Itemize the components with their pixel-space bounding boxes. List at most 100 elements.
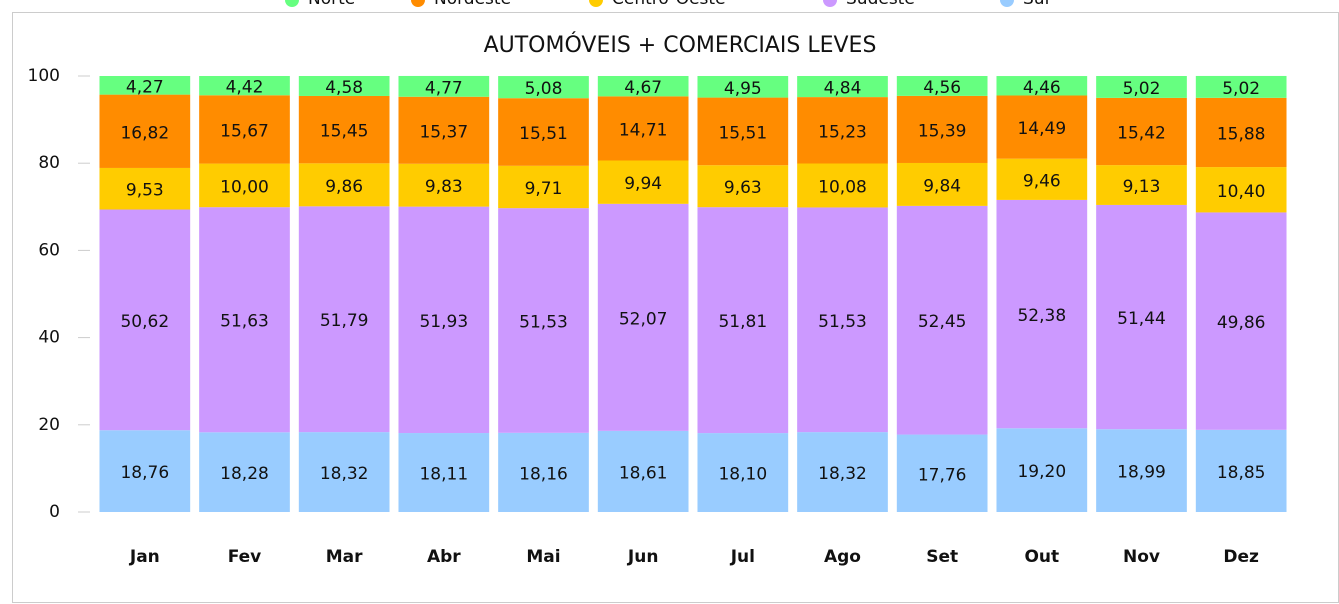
data-label: 51,93 [419, 312, 468, 332]
data-label: 9,83 [425, 177, 463, 197]
data-label: 14,71 [619, 120, 668, 140]
data-label: 18,61 [619, 463, 668, 483]
data-label: 10,00 [220, 177, 269, 197]
bar-segment [996, 158, 1088, 200]
x-tick-label: Out [1024, 547, 1059, 567]
bar-segment [896, 76, 988, 96]
x-tick-label: Fev [228, 547, 262, 567]
data-label: 9,53 [126, 181, 164, 201]
bar-segment [597, 203, 689, 431]
data-label: 51,53 [519, 312, 568, 332]
legend-label: Sul [1023, 0, 1049, 9]
bar-segment [199, 432, 290, 512]
bar-segment [797, 163, 888, 208]
bar-segment [996, 199, 1088, 429]
x-tick-label: Dez [1223, 547, 1259, 567]
data-label: 5,02 [1123, 79, 1161, 99]
data-label: 9,71 [525, 179, 563, 199]
bar-segment [199, 207, 290, 433]
bar-segment [498, 98, 589, 166]
data-label: 51,53 [818, 312, 867, 332]
data-label: 4,46 [1023, 78, 1061, 98]
x-tick-label: Set [926, 547, 958, 567]
data-label: 15,88 [1217, 124, 1266, 144]
data-label: 15,42 [1117, 124, 1166, 144]
legend-marker [411, 0, 425, 7]
data-label: 15,45 [320, 122, 369, 142]
bar-segment [298, 76, 390, 96]
bar-segment [797, 432, 888, 512]
legend-label: Nordeste [434, 0, 511, 9]
bar-segment [1195, 429, 1287, 512]
data-label: 18,76 [120, 463, 169, 483]
x-tick-label: Jul [730, 547, 755, 567]
y-tick-label: 80 [38, 153, 60, 173]
bar-segment [398, 75, 490, 97]
bar-segment [697, 97, 789, 166]
data-label: 4,58 [325, 78, 363, 98]
data-label: 18,99 [1117, 463, 1166, 483]
x-tick-label: Ago [824, 547, 861, 567]
bar-segment [697, 76, 789, 98]
bar-segment [99, 430, 191, 512]
data-label: 10,40 [1217, 182, 1266, 202]
bar-segment [896, 434, 988, 512]
bar-segment [896, 162, 988, 206]
bar-segment [1096, 429, 1187, 512]
data-label: 15,23 [818, 122, 867, 142]
bar-segment [896, 95, 988, 163]
data-label: 18,32 [818, 464, 867, 484]
data-label: 15,51 [718, 123, 767, 143]
data-label: 9,13 [1123, 177, 1161, 197]
bar-segment [1096, 165, 1187, 205]
bar-segment [597, 160, 689, 204]
bar-segment [597, 76, 689, 97]
data-label: 15,67 [220, 121, 269, 141]
data-label: 9,84 [923, 176, 961, 196]
bar-segment [398, 96, 490, 164]
x-tick-label: Nov [1123, 547, 1160, 567]
x-tick-label: Mai [526, 547, 560, 567]
bar-segment [99, 94, 191, 168]
legend-marker [285, 0, 299, 7]
bar-segment [1195, 75, 1287, 98]
data-label: 15,39 [918, 121, 967, 141]
data-label: 52,07 [619, 309, 668, 329]
data-label: 16,82 [120, 123, 169, 143]
data-label: 52,38 [1017, 306, 1066, 326]
data-label: 51,63 [220, 312, 269, 332]
bar-segment [996, 76, 1088, 96]
bar-segment [398, 163, 490, 207]
data-label: 9,63 [724, 178, 762, 198]
bar-segment [697, 207, 789, 434]
data-label: 18,85 [1217, 463, 1266, 483]
bar-segment [1096, 76, 1187, 98]
bar-segment [99, 167, 191, 210]
bar-segment [498, 432, 589, 512]
data-label: 4,27 [126, 77, 164, 97]
bar-segment [1195, 167, 1287, 213]
legend-label: Norte [308, 0, 355, 9]
bar-segment [199, 95, 290, 164]
bar-segment [298, 163, 390, 207]
x-tick-label: Abr [427, 547, 461, 567]
bar-segment [199, 76, 290, 96]
x-tick-label: Jan [129, 547, 160, 567]
data-label: 4,95 [724, 79, 762, 99]
bar-segment [398, 433, 490, 512]
legend-marker [1000, 0, 1014, 7]
bar-segment [498, 76, 589, 99]
y-tick-label: 100 [28, 66, 60, 86]
bar-segment [199, 163, 290, 208]
legend-label: Sudeste [846, 0, 915, 9]
data-label: 51,44 [1117, 309, 1166, 329]
bar-segment [597, 96, 689, 161]
data-label: 9,86 [325, 177, 363, 197]
bar-segment [298, 432, 390, 512]
bar-segment [99, 76, 191, 95]
bar-segment [498, 208, 589, 433]
legend-marker [823, 0, 837, 7]
data-label: 9,94 [624, 174, 662, 194]
